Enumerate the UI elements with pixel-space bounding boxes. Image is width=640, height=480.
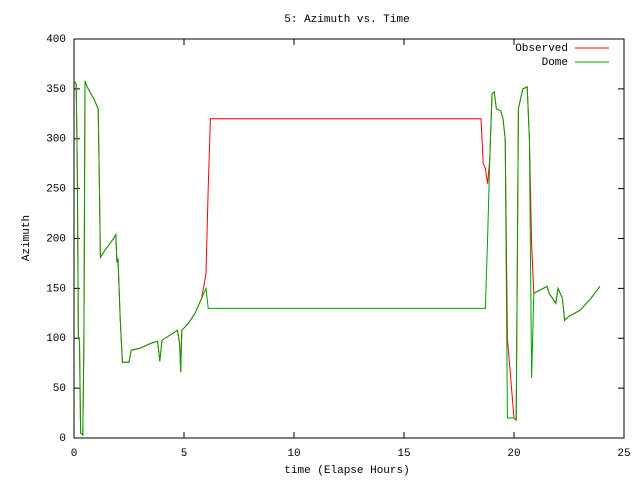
y-tick-label: 50	[53, 383, 66, 395]
y-axis-label: Azimuth	[21, 215, 33, 261]
y-tick-label: 300	[46, 134, 66, 146]
x-tick-label: 10	[287, 448, 300, 460]
y-tick-label: 350	[46, 84, 66, 96]
x-tick-label: 25	[617, 448, 630, 460]
data-line	[73, 80, 601, 437]
x-tick-label: 15	[397, 448, 410, 460]
y-tick-label: 400	[46, 34, 66, 46]
y-tick-label: 150	[46, 283, 66, 295]
x-axis-label: time (Elapse Hours)	[284, 465, 409, 477]
y-tick-label: 100	[46, 333, 66, 345]
y-tick-label: 0	[59, 433, 66, 445]
data-line	[73, 80, 601, 437]
plot-border	[73, 38, 625, 439]
y-tick-label: 250	[46, 184, 66, 196]
x-tick-label: 20	[507, 448, 520, 460]
x-tick-label: 5	[181, 448, 188, 460]
chart-title: 5: Azimuth vs. Time	[284, 14, 409, 26]
legend-label: Observed	[515, 43, 568, 55]
y-tick-label: 200	[46, 233, 66, 245]
x-tick-label: 0	[71, 448, 78, 460]
legend-label: Dome	[542, 57, 568, 69]
